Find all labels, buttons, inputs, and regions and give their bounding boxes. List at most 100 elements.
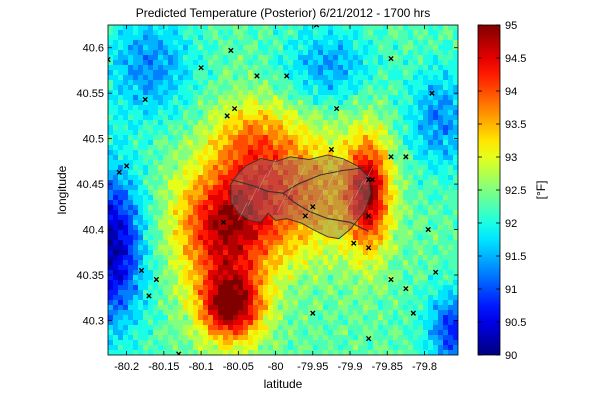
heatmap-cell (213, 80, 219, 86)
heatmap-cell (438, 190, 444, 196)
heatmap-cell (178, 35, 184, 41)
heatmap-cell (243, 280, 249, 286)
heatmap-cell (228, 150, 234, 156)
heatmap-cell (128, 235, 134, 241)
heatmap-cell (258, 265, 264, 271)
heatmap-cell (178, 235, 184, 241)
heatmap-cell (128, 225, 134, 231)
heatmap-cell (323, 245, 329, 251)
heatmap-cell (323, 220, 329, 226)
heatmap-cell (233, 310, 239, 316)
heatmap-cell (268, 250, 274, 256)
heatmap-cell (198, 55, 204, 61)
heatmap-cell (133, 300, 139, 306)
heatmap-cell (298, 225, 304, 231)
heatmap-cell (158, 280, 164, 286)
heatmap-cell (118, 250, 124, 256)
heatmap-cell (188, 85, 194, 91)
heatmap-cell (248, 95, 254, 101)
heatmap-cell (238, 335, 244, 341)
heatmap-cell (243, 260, 249, 266)
heatmap-cell (388, 45, 394, 51)
heatmap-cell (323, 160, 329, 166)
heatmap-cell (353, 305, 359, 311)
heatmap-cell (373, 235, 379, 241)
heatmap-cell (158, 65, 164, 71)
heatmap-cell (278, 130, 284, 136)
heatmap-cell (303, 135, 309, 141)
heatmap-cell (183, 165, 189, 171)
heatmap-cell (313, 295, 319, 301)
heatmap-cell (298, 240, 304, 246)
heatmap-cell (193, 30, 199, 36)
heatmap-cell (193, 100, 199, 106)
heatmap-cell (148, 95, 154, 101)
heatmap-cell (383, 180, 389, 186)
heatmap-cell (173, 230, 179, 236)
heatmap-cell (143, 45, 149, 51)
heatmap-cell (108, 300, 114, 306)
heatmap-cell (233, 255, 239, 261)
heatmap-cell (393, 125, 399, 131)
heatmap-cell (278, 25, 284, 31)
heatmap-cell (138, 110, 144, 116)
heatmap-cell (368, 335, 374, 341)
heatmap-cell (208, 290, 214, 296)
heatmap-cell (443, 315, 449, 321)
heatmap-cell (403, 280, 409, 286)
heatmap-cell (338, 45, 344, 51)
heatmap-cell (168, 130, 174, 136)
heatmap-cell (418, 100, 424, 106)
heatmap-cell (143, 175, 149, 181)
heatmap-cell (248, 205, 254, 211)
heatmap-cell (238, 135, 244, 141)
heatmap-cell (168, 140, 174, 146)
heatmap-cell (258, 215, 264, 221)
heatmap-cell (148, 220, 154, 226)
heatmap-cell (338, 60, 344, 66)
heatmap-cell (138, 350, 144, 355)
heatmap-cell (388, 225, 394, 231)
heatmap-cell (448, 305, 454, 311)
heatmap-cell (153, 310, 159, 316)
heatmap-cell (213, 315, 219, 321)
heatmap-cell (203, 65, 209, 71)
heatmap-cell (448, 295, 454, 301)
heatmap-cell (393, 305, 399, 311)
heatmap-cell (343, 275, 349, 281)
heatmap-cell (333, 75, 339, 81)
heatmap-cell (113, 325, 119, 331)
heatmap-cell (413, 205, 419, 211)
heatmap-cell (188, 30, 194, 36)
heatmap-cell (183, 75, 189, 81)
heatmap-cell (343, 320, 349, 326)
heatmap-cell (363, 45, 369, 51)
heatmap-cell (228, 250, 234, 256)
heatmap-cell (113, 265, 119, 271)
heatmap-cell (298, 65, 304, 71)
heatmap-cell (203, 150, 209, 156)
heatmap-cell (148, 340, 154, 346)
heatmap-cell (113, 330, 119, 336)
heatmap-cell (158, 115, 164, 121)
heatmap-cell (288, 280, 294, 286)
heatmap-cell (108, 30, 114, 36)
heatmap-cell (448, 275, 454, 281)
heatmap-cell (108, 340, 114, 346)
heatmap-cell (338, 30, 344, 36)
heatmap-cell (373, 220, 379, 226)
heatmap-cell (373, 260, 379, 266)
heatmap-cell (343, 205, 349, 211)
heatmap-cell (113, 225, 119, 231)
heatmap-cell (403, 210, 409, 216)
heatmap-cell (148, 235, 154, 241)
heatmap-cell (203, 45, 209, 51)
heatmap-cell (263, 320, 269, 326)
heatmap-cell (393, 260, 399, 266)
heatmap-cell (383, 70, 389, 76)
heatmap-cell (453, 255, 458, 261)
heatmap-cell (303, 25, 309, 31)
heatmap-cell (213, 225, 219, 231)
heatmap-cell (298, 295, 304, 301)
heatmap-cell (428, 335, 434, 341)
